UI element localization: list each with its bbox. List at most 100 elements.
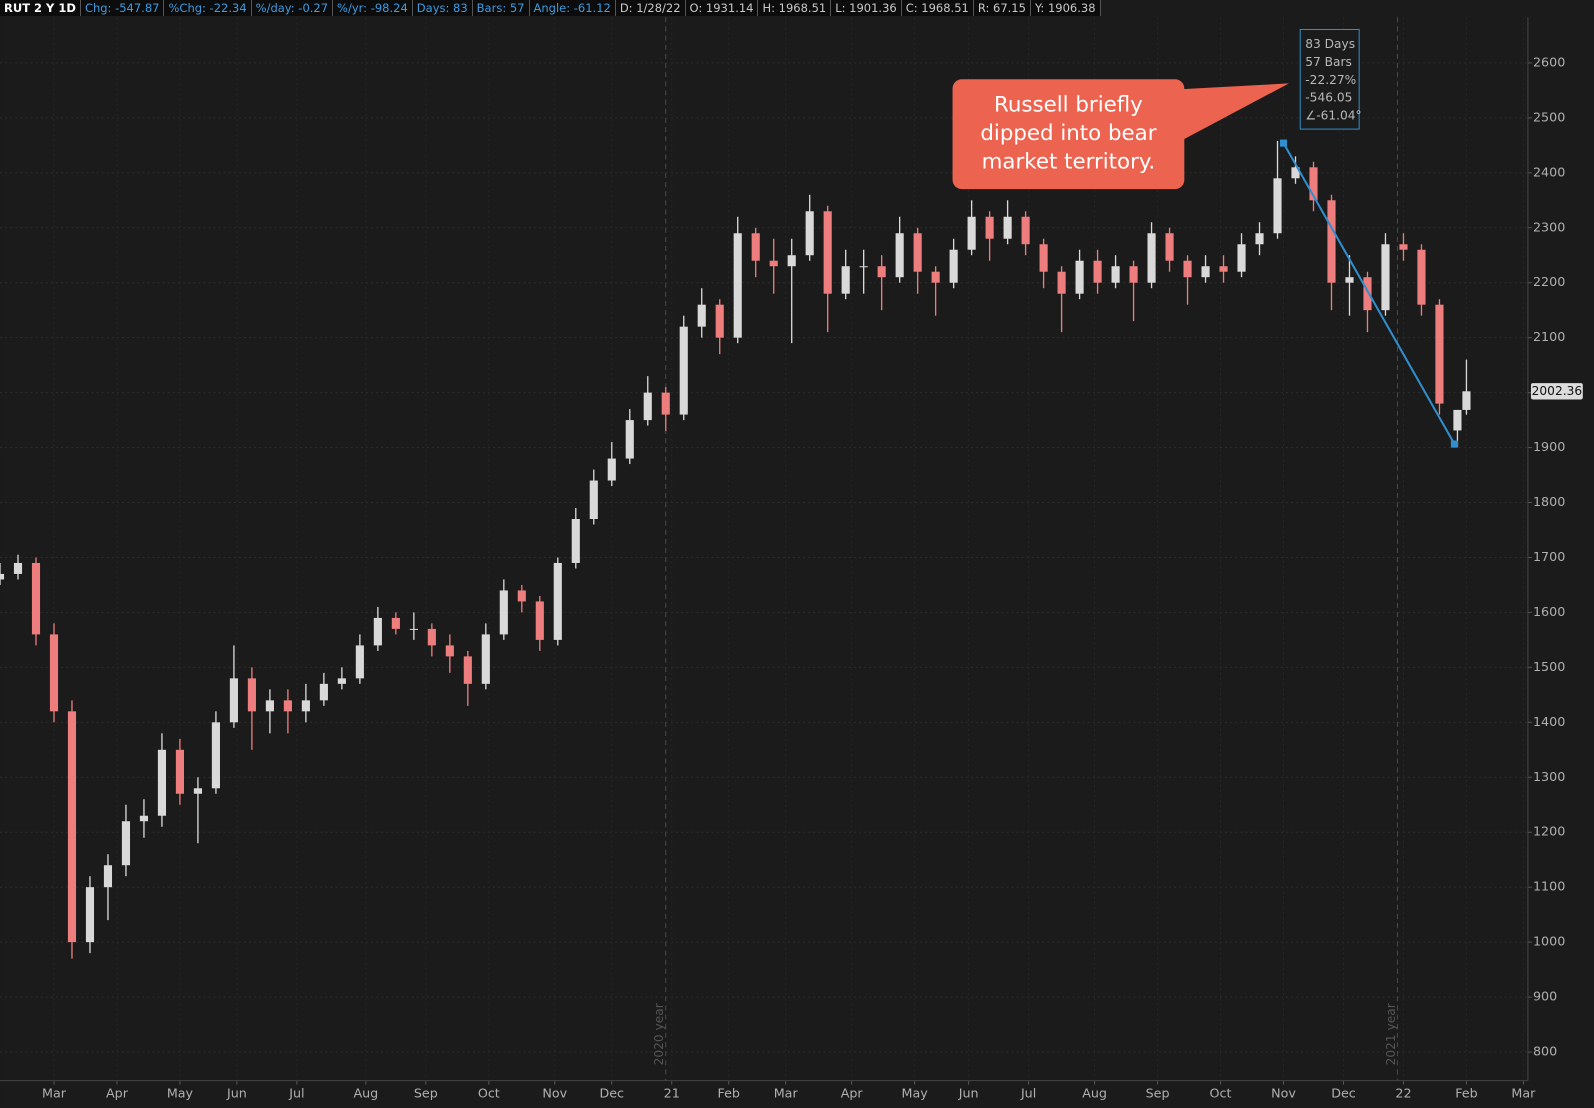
x-tick-label: 21 [664,1085,680,1100]
candle-body [1399,244,1408,250]
candle-body [1201,266,1210,278]
candle-body [229,678,238,723]
trend-line [1282,142,1456,445]
candle-body [499,590,508,635]
candle-body [931,271,940,283]
x-tick-label: Sep [414,1085,438,1100]
candle-body [1183,260,1192,278]
candle-body [877,266,886,278]
x-tick-label: Apr [106,1085,129,1100]
x-tick-label: Mar [1511,1085,1536,1100]
y-tick-label: 1000 [1533,934,1565,949]
period-label: 2020 year [652,1002,666,1065]
candle-body [535,601,544,640]
candle-body [13,562,23,574]
candle-body [1363,277,1372,311]
x-tick-label: Sep [1146,1085,1170,1100]
y-tick-label: 1500 [1533,659,1565,674]
candle-body [787,255,796,267]
candle-body [1165,233,1174,261]
candle-body [1417,249,1426,305]
candle-body [0,573,5,580]
candle-body [697,304,706,327]
y-tick-label: 1700 [1533,549,1565,564]
candle-body [319,683,328,701]
bar-info: Y: 1906.38 [1031,0,1101,16]
candle-body [1147,233,1156,283]
symbol[interactable]: RUT 2 Y 1D [0,0,81,16]
candle-body [337,678,346,684]
y-tick-label: 2600 [1533,54,1565,69]
x-tick-label: Aug [1082,1085,1107,1100]
candle-body [805,211,814,256]
measure-text: ∠-61.04° [1305,108,1361,122]
candle-body [517,590,526,602]
x-tick-label: Oct [1210,1085,1232,1100]
y-tick-label: 1300 [1533,769,1565,784]
candle-body [841,266,850,294]
y-tick-label: 1800 [1533,494,1565,509]
candle-body [175,749,185,794]
candle-body [1273,178,1282,234]
x-tick-label: Oct [478,1085,500,1100]
candle-body [1075,260,1084,294]
y-tick-label: 1900 [1533,439,1565,454]
candle-body [1129,266,1138,283]
x-tick-label: Dec [599,1085,624,1100]
candle-body [967,216,976,250]
callout-text: market territory. [982,150,1156,175]
stat: %/day: -0.27 [252,0,334,16]
candle-body [823,211,832,294]
stat: Bars: 57 [473,0,530,16]
candle-body [895,233,904,278]
bar-info: R: 67.15 [974,0,1031,16]
x-tick-label: Jul [1020,1085,1036,1100]
candle-body [1021,216,1030,245]
candle-body [733,233,742,338]
measure-box [1299,28,1360,130]
candle-body [607,458,616,481]
candle-body [1435,304,1444,404]
measure-text: -546.05 [1305,91,1352,105]
candle-body [85,887,95,943]
bar-info: H: 1968.51 [758,0,832,16]
y-tick-label: 1200 [1533,824,1565,839]
x-tick-label: May [167,1085,194,1100]
callout-text: Russell briefly [994,93,1143,118]
candle-body [355,645,364,679]
candle-body [571,519,580,563]
x-tick-label: Jun [958,1085,979,1100]
bar-info: C: 1968.51 [902,0,974,16]
candle-body [373,617,382,646]
candle-body [679,326,688,415]
candle-body [67,711,77,943]
candle-body [661,392,670,415]
trend-handle [1450,440,1459,448]
x-tick-label: Jul [288,1085,304,1100]
candle-body [301,700,310,712]
x-tick-label: Nov [542,1085,567,1100]
x-tick-label: Feb [717,1085,739,1100]
x-tick-label: May [902,1085,929,1100]
candle-body [409,628,418,630]
candle-body [49,634,59,712]
bar-info: D: 1/28/22 [616,0,686,16]
stat: %Chg: -22.34 [164,0,252,16]
candle-body [1462,391,1471,410]
candle-body [193,788,202,794]
x-tick-label: Feb [1455,1085,1477,1100]
y-tick-label: 2500 [1533,109,1565,124]
candle-body [463,656,472,684]
candle-body [247,678,256,712]
x-tick-label: Dec [1331,1085,1356,1100]
candle-body [139,815,149,822]
candle-body [1003,216,1012,239]
y-tick-label: 1400 [1533,714,1565,729]
candle-body [1345,277,1354,283]
header-bar: RUT 2 Y 1D Chg: -547.87 %Chg: -22.34 %/d… [0,0,1101,16]
candle-body [1381,244,1390,311]
candle-body [391,617,400,629]
stat: Angle: -61.12 [530,0,616,16]
candle-body [1309,167,1318,201]
